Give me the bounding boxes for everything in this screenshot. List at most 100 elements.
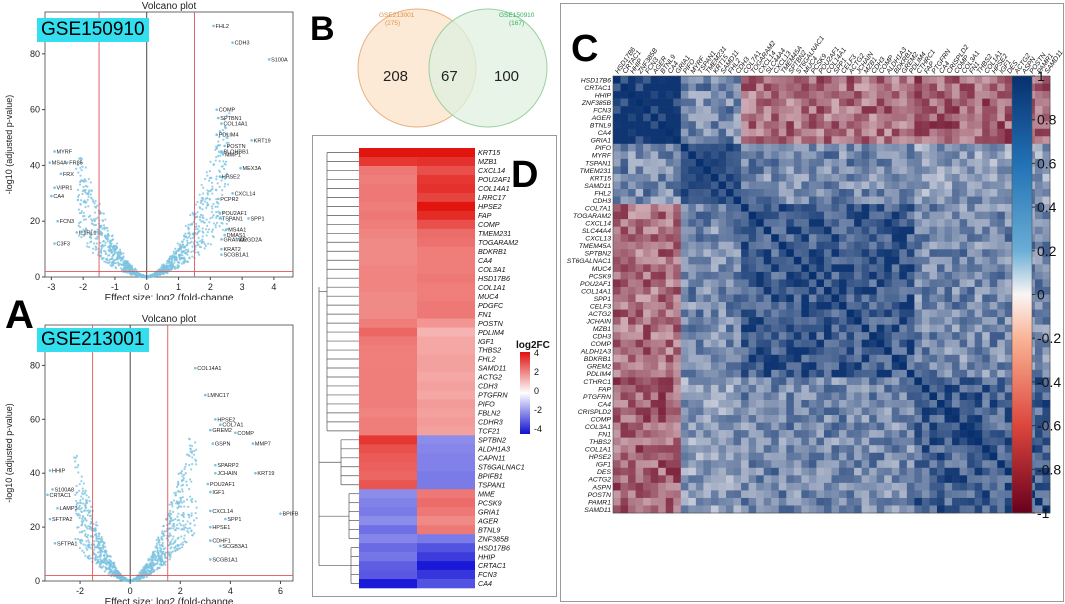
correlation-cell [1042,234,1051,243]
labeled-point [218,211,222,215]
correlation-cell [786,226,795,235]
correlation-cell [921,294,930,303]
heatmap-cell [417,498,475,508]
correlation-cell [613,76,621,84]
data-point [190,529,193,532]
correlation-cell [831,113,840,122]
data-point [198,193,201,196]
correlation-cell [974,151,983,160]
correlation-cell [733,256,742,265]
correlation-cells [613,76,1051,514]
correlation-cell [778,264,787,273]
data-point [120,259,123,262]
correlation-cell [914,106,923,114]
correlation-cell [839,106,847,114]
data-point [160,557,163,561]
correlation-cell [628,271,636,280]
gene-row-label: PDLIM4 [478,328,504,337]
correlation-cell [906,204,915,212]
correlation-cell [989,91,998,99]
data-point [216,182,219,185]
correlation-cell [650,302,659,310]
correlation-cell [899,189,908,197]
correlation-cell [658,294,667,303]
correlation-cell [974,294,983,303]
data-point [95,246,98,249]
correlation-cell [620,211,629,220]
correlation-cell [974,302,983,310]
data-point [173,525,176,528]
correlation-cell [936,302,945,310]
correlation-cell [914,166,923,175]
data-point [154,555,157,559]
data-point [169,509,172,513]
correlation-cell [673,196,682,205]
correlation-cell [733,189,742,197]
correlation-cell [680,121,689,130]
correlation-cell [997,196,1006,205]
data-point [83,491,87,494]
correlation-cell [718,106,727,114]
correlation-cell [846,264,855,273]
data-point [84,180,88,183]
correlation-cell [710,121,719,130]
correlation-cell [680,279,689,288]
data-point [175,485,179,488]
correlation-cell [1042,226,1051,235]
correlation-cell [899,241,908,250]
data-point [80,210,83,213]
data-point [117,264,120,267]
venn-set-b-name: GSE150910 [499,12,535,19]
correlation-cell [635,143,644,152]
correlation-cell [628,113,636,122]
correlation-cell [944,128,953,137]
correlation-cell [839,136,847,145]
correlation-cell [906,189,915,197]
data-point [172,527,175,530]
correlation-cell [959,189,968,197]
correlation-cell [906,121,915,130]
data-point [187,250,190,253]
data-point [183,505,186,508]
data-point [112,254,115,257]
correlation-cell [801,309,810,318]
correlation-cell [695,234,704,243]
correlation-cell [628,294,636,303]
data-point [106,226,109,230]
correlation-cell [650,317,659,325]
correlation-cell [967,264,975,273]
correlation-cell [997,106,1006,114]
correlation-cell [643,106,651,114]
heatmap-cell [417,246,475,257]
correlation-cell [952,241,960,250]
correlation-cell [643,113,651,122]
correlation-cell [959,211,968,220]
gene-label: COL7A1 [222,423,243,429]
correlation-cell [710,83,719,92]
correlation-cell [921,234,930,243]
correlation-cell [974,241,983,250]
correlation-cell [823,83,832,92]
correlation-cell [771,294,780,303]
correlation-cell [726,158,734,167]
data-point [210,210,214,214]
data-point [174,247,177,250]
correlation-cell [982,98,991,107]
correlation-cell [861,158,870,167]
correlation-cell [944,158,953,167]
correlation-cell [793,234,802,243]
data-point [87,539,90,542]
data-point [122,255,125,258]
correlation-cell [884,121,893,130]
correlation-cell [997,158,1006,167]
correlation-cell [861,324,870,333]
correlation-cell [967,83,975,92]
data-point [211,192,214,195]
heatmap-cell [359,417,417,427]
correlation-cell [876,128,885,137]
correlation-cell [861,181,870,190]
labeled-point [220,238,223,241]
data-point [81,190,84,193]
correlation-cell [906,286,915,295]
correlation-cell [914,158,923,167]
